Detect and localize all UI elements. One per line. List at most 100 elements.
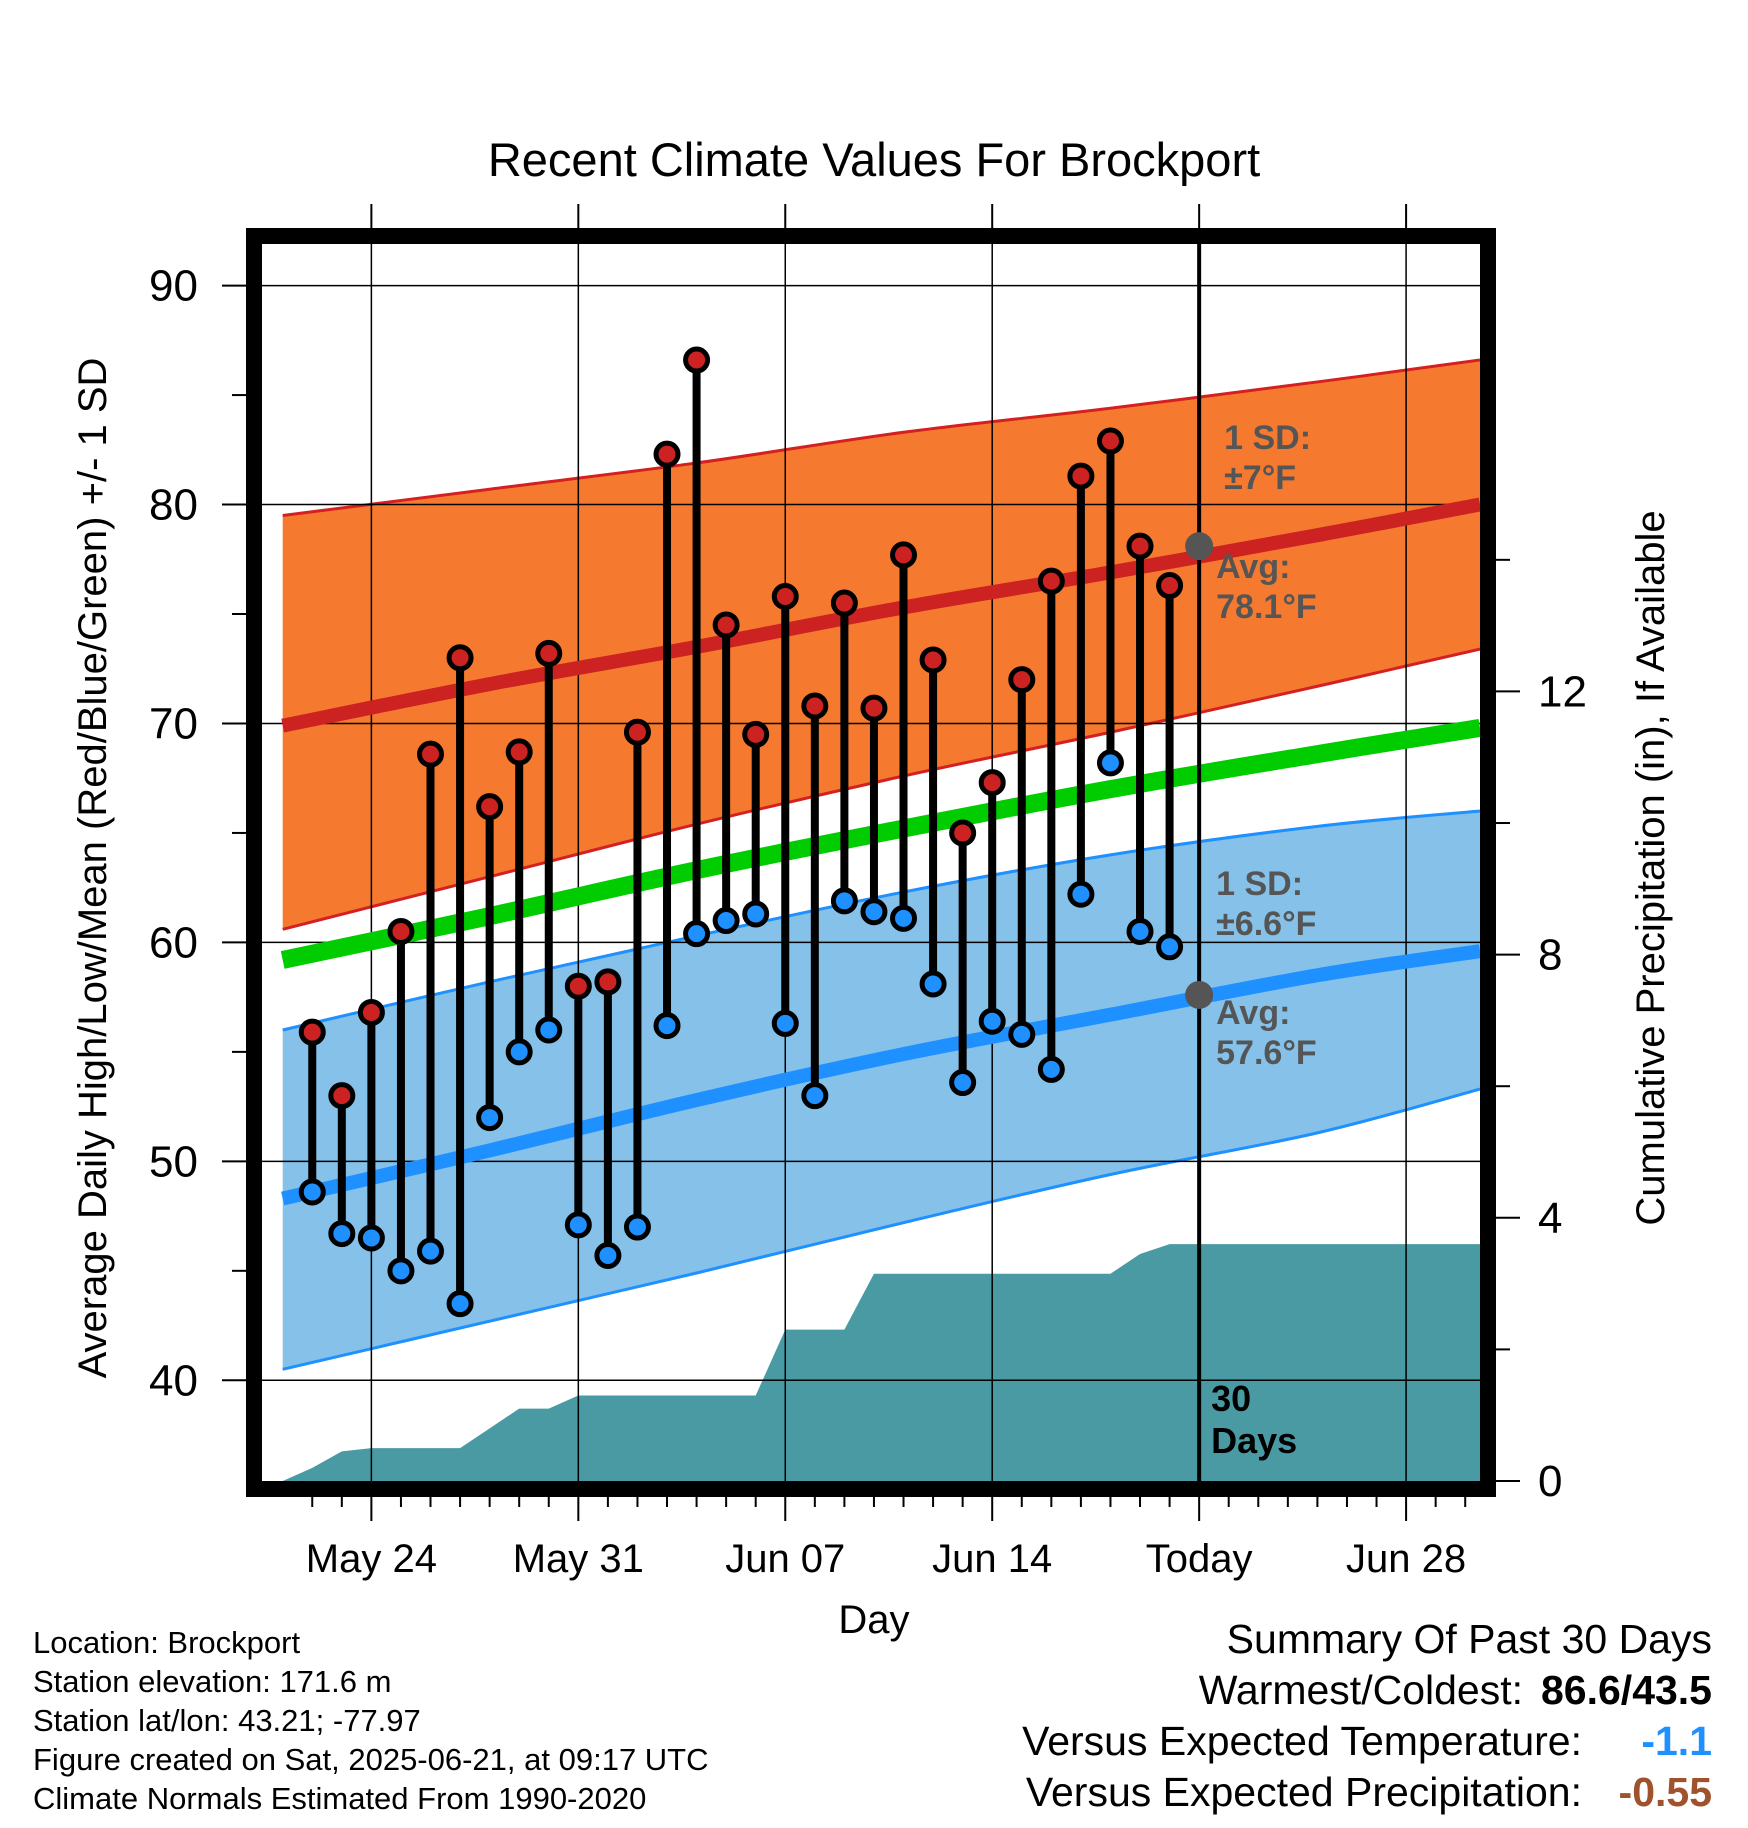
daily-high-point: [357, 998, 385, 1026]
daily-low-point: [623, 1213, 651, 1241]
daily-high-point: [446, 644, 474, 672]
daily-high-point: [298, 1018, 326, 1046]
low-sd-annotation-line2: ±6.6°F: [1216, 905, 1316, 943]
daily-low-point: [771, 1009, 799, 1037]
daily-low-point: [476, 1104, 504, 1132]
daily-high-point: [505, 738, 533, 766]
daily-low-point: [1156, 933, 1184, 961]
summary-panel: Summary Of Past 30 Days Warmest/Coldest:…: [1022, 1614, 1712, 1818]
y2-tick-label: 4: [1538, 1194, 1562, 1243]
summary-precip-label: Versus Expected Precipitation:: [1025, 1769, 1582, 1815]
daily-low-point: [417, 1237, 445, 1265]
daily-low-point: [978, 1007, 1006, 1035]
low-minus-sd-line: [282, 1087, 1480, 1371]
low-avg-annotation-line1: Avg:: [1216, 994, 1290, 1032]
daily-low-point: [653, 1012, 681, 1040]
daily-low-point: [1008, 1020, 1036, 1048]
daily-high-point: [712, 611, 740, 639]
y2-tick-label: 8: [1538, 931, 1562, 980]
info-created: Figure created on Sat, 2025-06-21, at 09…: [33, 1742, 709, 1777]
daily-high-point: [860, 694, 888, 722]
high-plus-sd-line: [282, 358, 1480, 517]
daily-high-point: [476, 793, 504, 821]
high-sd-annotation-line2: ±7°F: [1224, 459, 1296, 497]
daily-low-point: [328, 1220, 356, 1248]
today-low-avg-marker: [1185, 980, 1214, 1009]
daily-low-point: [801, 1082, 829, 1110]
y2-tick-label: 12: [1538, 667, 1587, 716]
y-tick-label: 50: [149, 1137, 198, 1186]
daily-low-point: [949, 1069, 977, 1097]
low-avg-annotation-line2: 57.6°F: [1216, 1034, 1317, 1072]
daily-low-point: [1096, 749, 1124, 777]
y-axis-label: Average Daily High/Low/Mean (Red/Blue/Gr…: [71, 358, 115, 1379]
daily-high-point: [890, 541, 918, 569]
summary-temp-value: -1.1: [1641, 1718, 1712, 1764]
daily-high-point: [535, 639, 563, 667]
info-elevation: Station elevation: 171.6 m: [33, 1664, 392, 1699]
x-tick-label: Jun 14: [932, 1537, 1052, 1581]
today-high-avg-marker: [1185, 532, 1214, 561]
info-latlon: Station lat/lon: 43.21; -77.97: [33, 1703, 421, 1738]
summary-warmest-row: Warmest/Coldest: 86.6/43.5: [1022, 1665, 1712, 1716]
summary-temp-row: Versus Expected Temperature: -1.1: [1022, 1716, 1712, 1767]
daily-high-point: [1126, 532, 1154, 560]
high-avg-annotation-line2: 78.1°F: [1216, 588, 1317, 626]
daily-high-point: [1037, 567, 1065, 595]
daily-high-point: [564, 972, 592, 1000]
daily-high-point: [1008, 666, 1036, 694]
daily-high-point: [801, 692, 829, 720]
chart-title: Recent Climate Values For Brockport: [488, 133, 1260, 186]
high-sd-band: [282, 360, 1480, 930]
daily-low-point: [1067, 880, 1095, 908]
y-tick-label: 60: [149, 918, 198, 967]
x-tick-label: Jun 28: [1346, 1537, 1466, 1581]
daily-high-point: [742, 720, 770, 748]
daily-low-point: [564, 1211, 592, 1239]
y-tick-label: 70: [149, 699, 198, 748]
low-sd-annotation-line1: 1 SD:: [1216, 865, 1303, 903]
x-tick-label: May 31: [513, 1537, 644, 1581]
plot-frame: [246, 228, 1496, 1497]
daily-low-point: [446, 1290, 474, 1318]
x-tick-label: Jun 07: [725, 1537, 845, 1581]
daily-low-point: [742, 900, 770, 928]
summary-temp-label: Versus Expected Temperature:: [1022, 1718, 1582, 1764]
daily-high-point: [978, 769, 1006, 797]
daily-low-point: [830, 887, 858, 915]
daily-high-point: [1067, 462, 1095, 490]
x-tick-label: Today: [1146, 1537, 1253, 1581]
daily-high-point: [653, 440, 681, 468]
summary-precip-row: Versus Expected Precipitation: -0.55: [1022, 1767, 1712, 1818]
daily-high-point: [771, 582, 799, 610]
info-normals: Climate Normals Estimated From 1990-2020: [33, 1781, 647, 1816]
station-info: Location: Brockport Station elevation: 1…: [33, 1623, 709, 1818]
daily-low-point: [535, 1016, 563, 1044]
y-tick-label: 40: [149, 1356, 198, 1405]
high-sd-annotation-line1: 1 SD:: [1224, 419, 1311, 457]
daily-high-point: [387, 917, 415, 945]
daily-low-point: [919, 970, 947, 998]
daily-high-point: [1096, 427, 1124, 455]
axes: 40 50 60 70 80 90 0 4 8 12 May 24 May 31 Jun 07 Jun 1…: [149, 204, 1587, 1581]
daily-high-point: [919, 646, 947, 674]
daily-low-point: [712, 907, 740, 935]
daily-high-point: [417, 740, 445, 768]
daily-low-point: [1037, 1055, 1065, 1083]
avg-low-line: [281, 944, 1480, 1206]
period-label-unit: Days: [1211, 1420, 1297, 1461]
high-avg-annotation-line1: Avg:: [1216, 548, 1290, 586]
info-location: Location: Brockport: [33, 1625, 301, 1660]
daily-high-point: [683, 346, 711, 374]
daily-low-point: [357, 1224, 385, 1252]
daily-high-point: [328, 1082, 356, 1110]
daily-high-point: [623, 718, 651, 746]
y2-tick-label: 0: [1538, 1457, 1562, 1506]
daily-low-point: [683, 920, 711, 948]
x-axis-label: Day: [838, 1598, 909, 1642]
daily-high-point: [1156, 572, 1184, 600]
daily-low-point: [387, 1257, 415, 1285]
daily-low-point: [594, 1241, 622, 1269]
